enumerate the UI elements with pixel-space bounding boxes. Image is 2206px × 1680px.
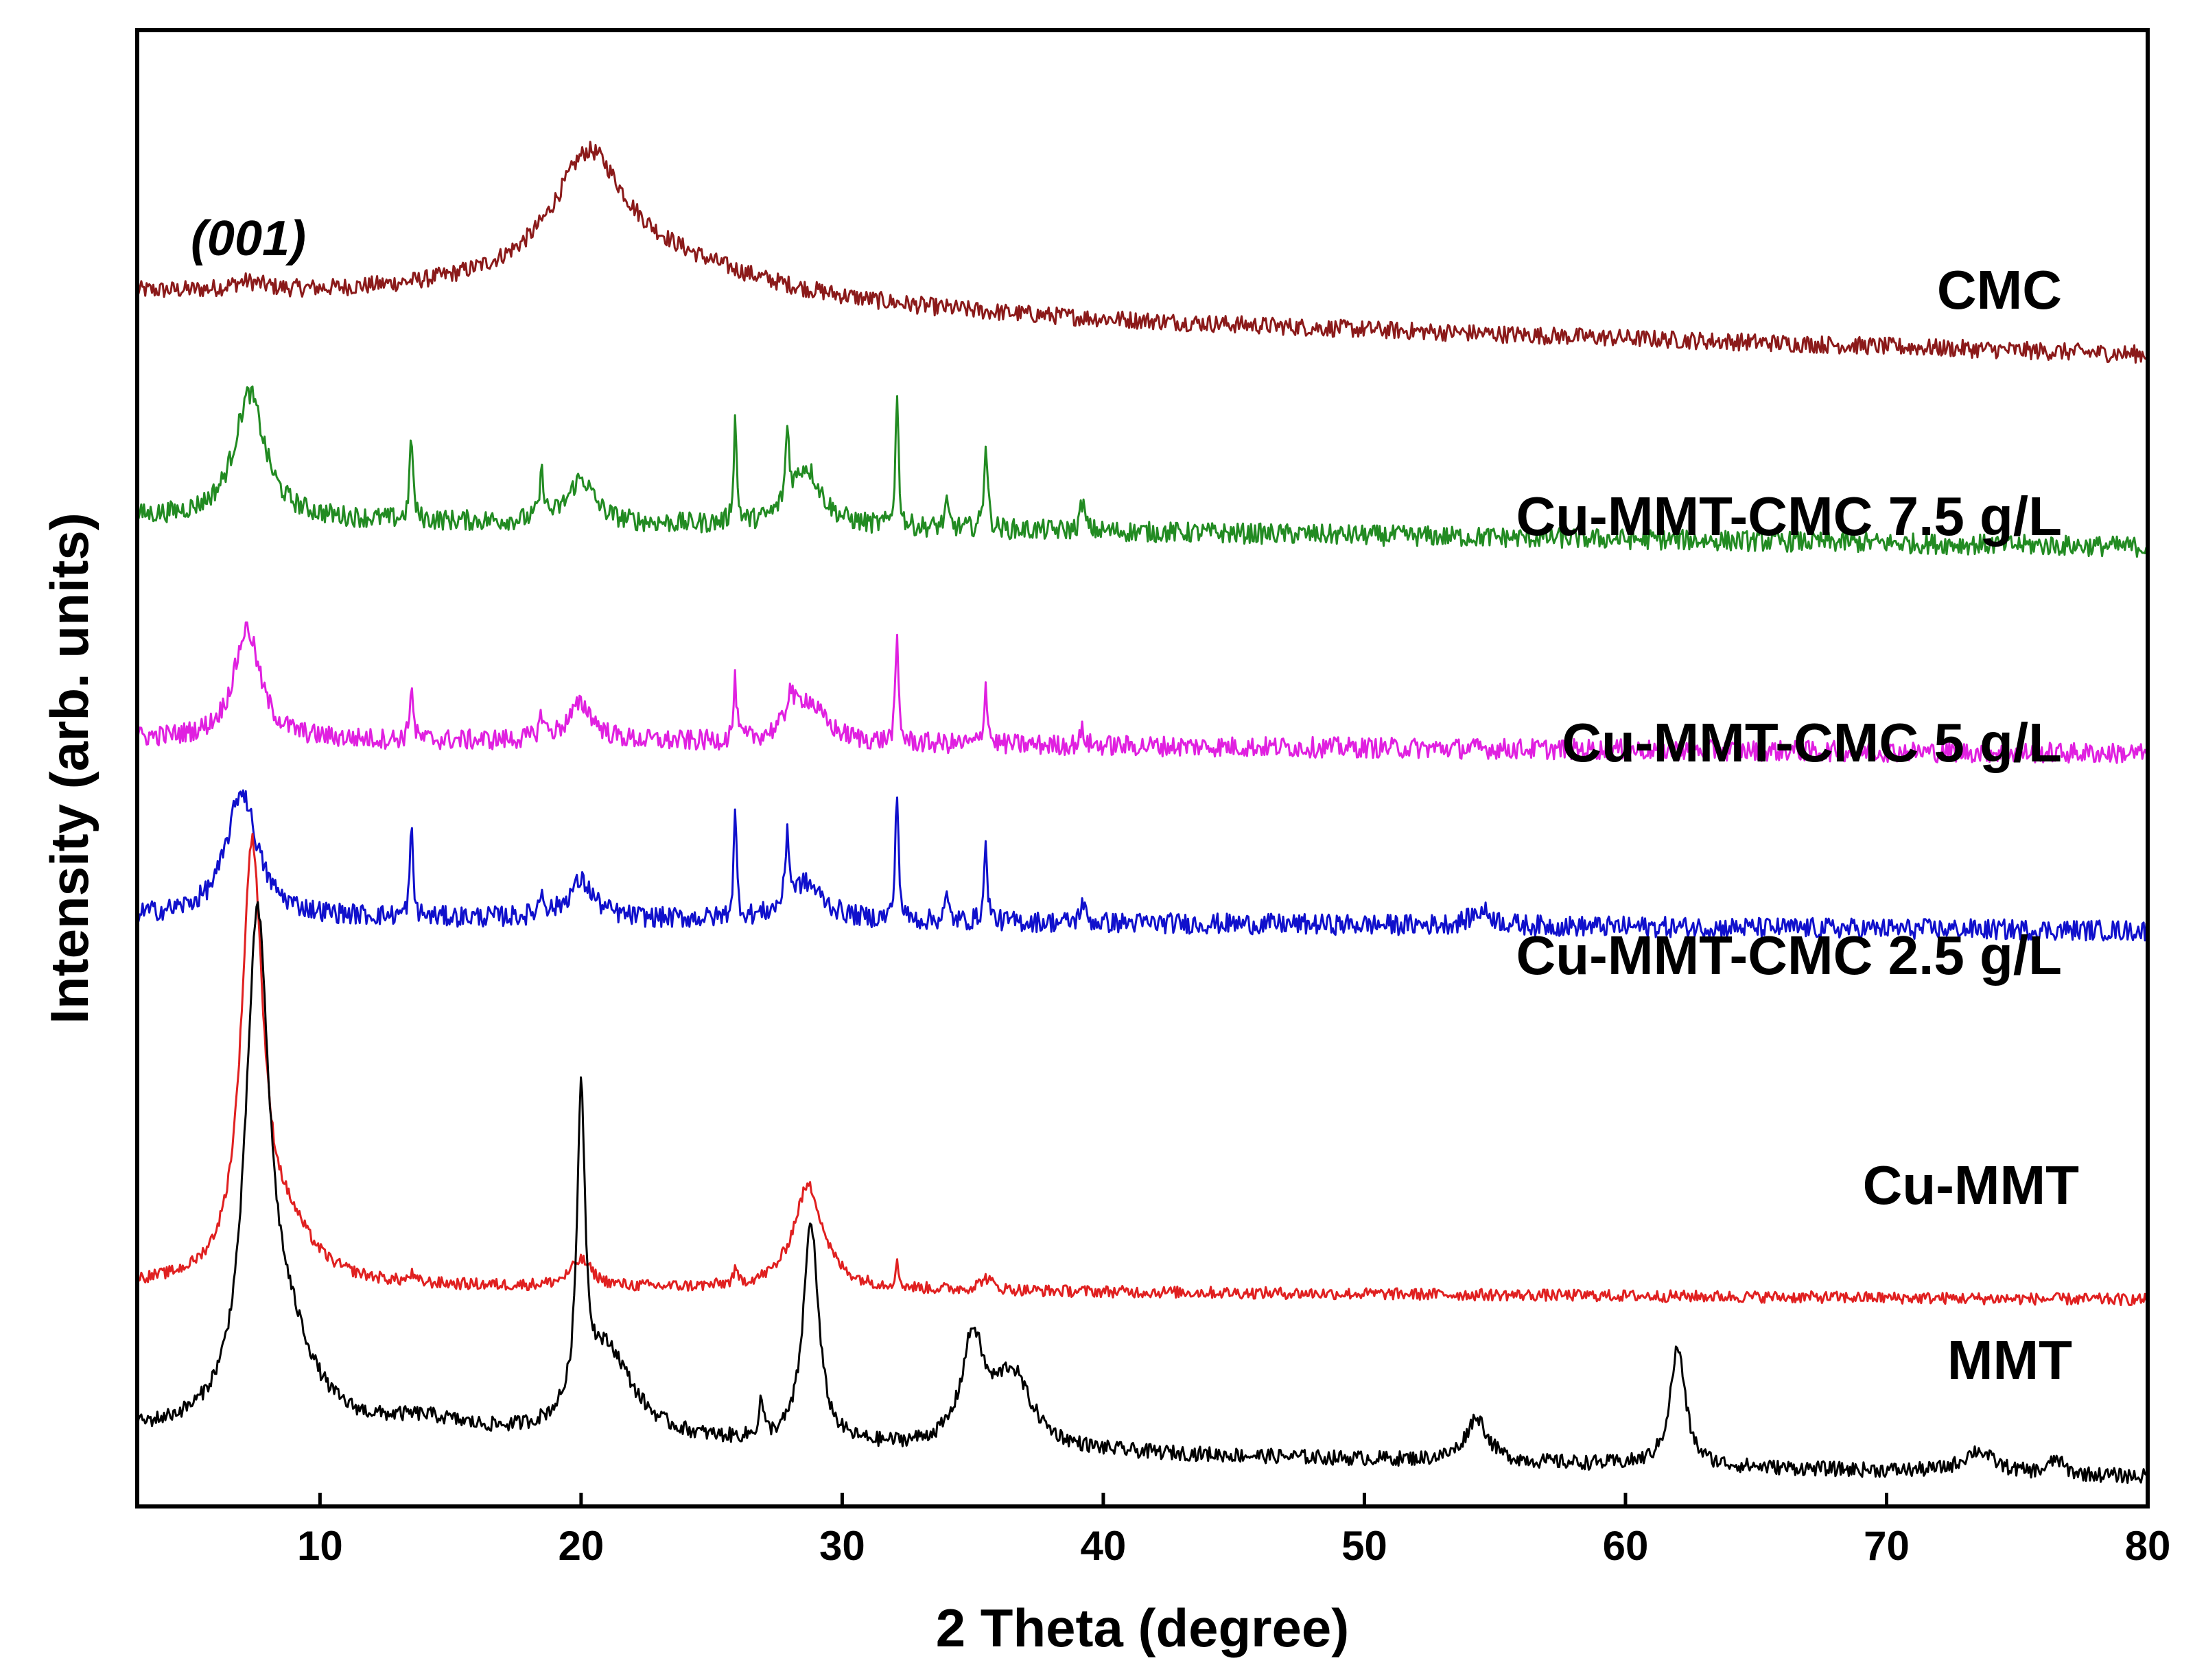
series-line-cu-mmt-cmc-7-5-g-l [136, 386, 2149, 558]
series-line-cu-mmt-cmc-5-g-l [136, 621, 2149, 764]
series-label-cu-mmt-cmc-2-5-g-l: Cu-MMT-CMC 2.5 g/L [1516, 925, 2062, 986]
x-tick-label-50: 50 [1341, 1523, 1387, 1569]
series-label-cmc: CMC [1937, 259, 2062, 320]
y-axis-title: Intensity (arb. units) [39, 512, 99, 1024]
x-axis-ticks: 10 20 30 40 50 60 70 80 [297, 1493, 2170, 1569]
x-tick-label-20: 20 [559, 1523, 605, 1569]
x-axis-title: 2 Theta (degree) [936, 1598, 1349, 1658]
x-tick-label-40: 40 [1081, 1523, 1127, 1569]
x-tick-label-80: 80 [2125, 1523, 2171, 1569]
series-label-cu-mmt-cmc-7-5-g-l: Cu-MMT-CMC 7.5 g/L [1516, 486, 2062, 547]
annotation-001: (001) [191, 211, 306, 266]
series-line-cu-mmt [136, 833, 2149, 1306]
x-tick-label-70: 70 [1864, 1523, 1910, 1569]
x-tick-label-60: 60 [1603, 1523, 1649, 1569]
plot-frame [135, 28, 2150, 1509]
series-layer [136, 141, 2149, 1484]
x-tick-label-10: 10 [297, 1523, 343, 1569]
series-label-cu-mmt-cmc-5-g-l: Cu-MMT-CMC 5 g/L [1562, 712, 2062, 773]
x-tick-label-30: 30 [819, 1523, 865, 1569]
series-label-mmt: MMT [1947, 1329, 2072, 1391]
series-label-cu-mmt: Cu-MMT [1863, 1155, 2080, 1216]
series-line-cmc [136, 141, 2148, 364]
series-labels: CMC Cu-MMT-CMC 7.5 g/L Cu-MMT-CMC 5 g/L Cu-… [1516, 259, 2080, 1391]
series-line-cu-mmt-cmc-2-5-g-l [136, 789, 2149, 942]
series-line-mmt [136, 901, 2149, 1484]
